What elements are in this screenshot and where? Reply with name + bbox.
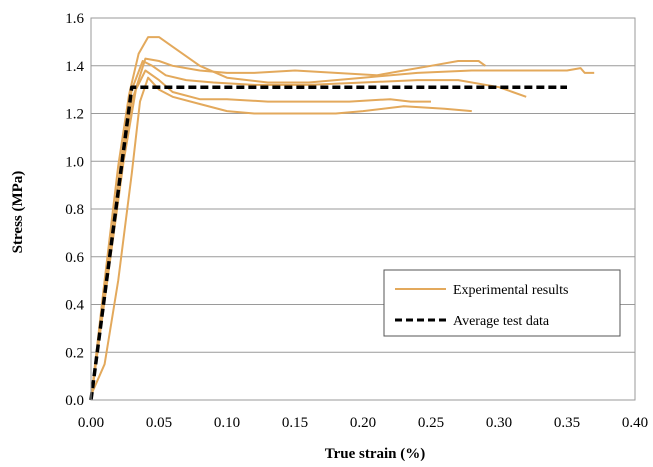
- x-tick-label: 0.00: [78, 415, 104, 431]
- x-tick-label: 0.20: [350, 415, 376, 431]
- experimental-curve-4: [90, 69, 431, 401]
- x-tick-label: 0.35: [554, 415, 580, 431]
- x-tick-label: 0.25: [418, 415, 444, 431]
- y-tick-label: 0.8: [65, 202, 84, 218]
- x-tick-label: 0.10: [214, 415, 240, 431]
- experimental-curve-2: [90, 60, 527, 401]
- y-tick-labels: 0.0 0.2 0.4 0.6 0.8 1.0 1.2 1.4 1.6: [65, 11, 84, 409]
- legend-box: [383, 269, 621, 337]
- x-tick-labels: 0.00 0.05 0.10 0.15 0.20 0.25 0.30 0.35 0.40: [78, 415, 648, 431]
- experimental-curve-3: [90, 57, 486, 401]
- y-tick-label: 0.2: [65, 345, 84, 361]
- y-tick-label: 1.4: [65, 59, 84, 75]
- y-tick-label: 0.6: [65, 250, 84, 266]
- x-axis-title: True strain (%): [325, 446, 426, 462]
- y-axis-title: Stress (MPa): [10, 171, 26, 254]
- plot-frame: [90, 17, 636, 401]
- legend: Experimental results Average test data: [383, 269, 621, 337]
- x-tick-label: 0.15: [282, 415, 308, 431]
- legend-label-experimental: Experimental results: [453, 283, 568, 298]
- y-tick-label: 1.2: [65, 107, 84, 123]
- y-tick-label: 0.0: [65, 393, 84, 409]
- x-tick-label: 0.30: [486, 415, 512, 431]
- x-tick-label: 0.40: [622, 415, 648, 431]
- experimental-curve-1: [90, 36, 595, 401]
- x-tick-label: 0.05: [146, 415, 172, 431]
- experimental-curve-5: [90, 76, 472, 396]
- gridlines: [91, 65, 635, 353]
- legend-label-average: Average test data: [453, 314, 550, 329]
- y-tick-label: 0.4: [65, 298, 84, 314]
- y-tick-label: 1.0: [65, 154, 84, 170]
- y-tick-label: 1.6: [65, 11, 84, 27]
- data-curves: [89, 36, 595, 401]
- average-test-data-line: [89, 85, 567, 401]
